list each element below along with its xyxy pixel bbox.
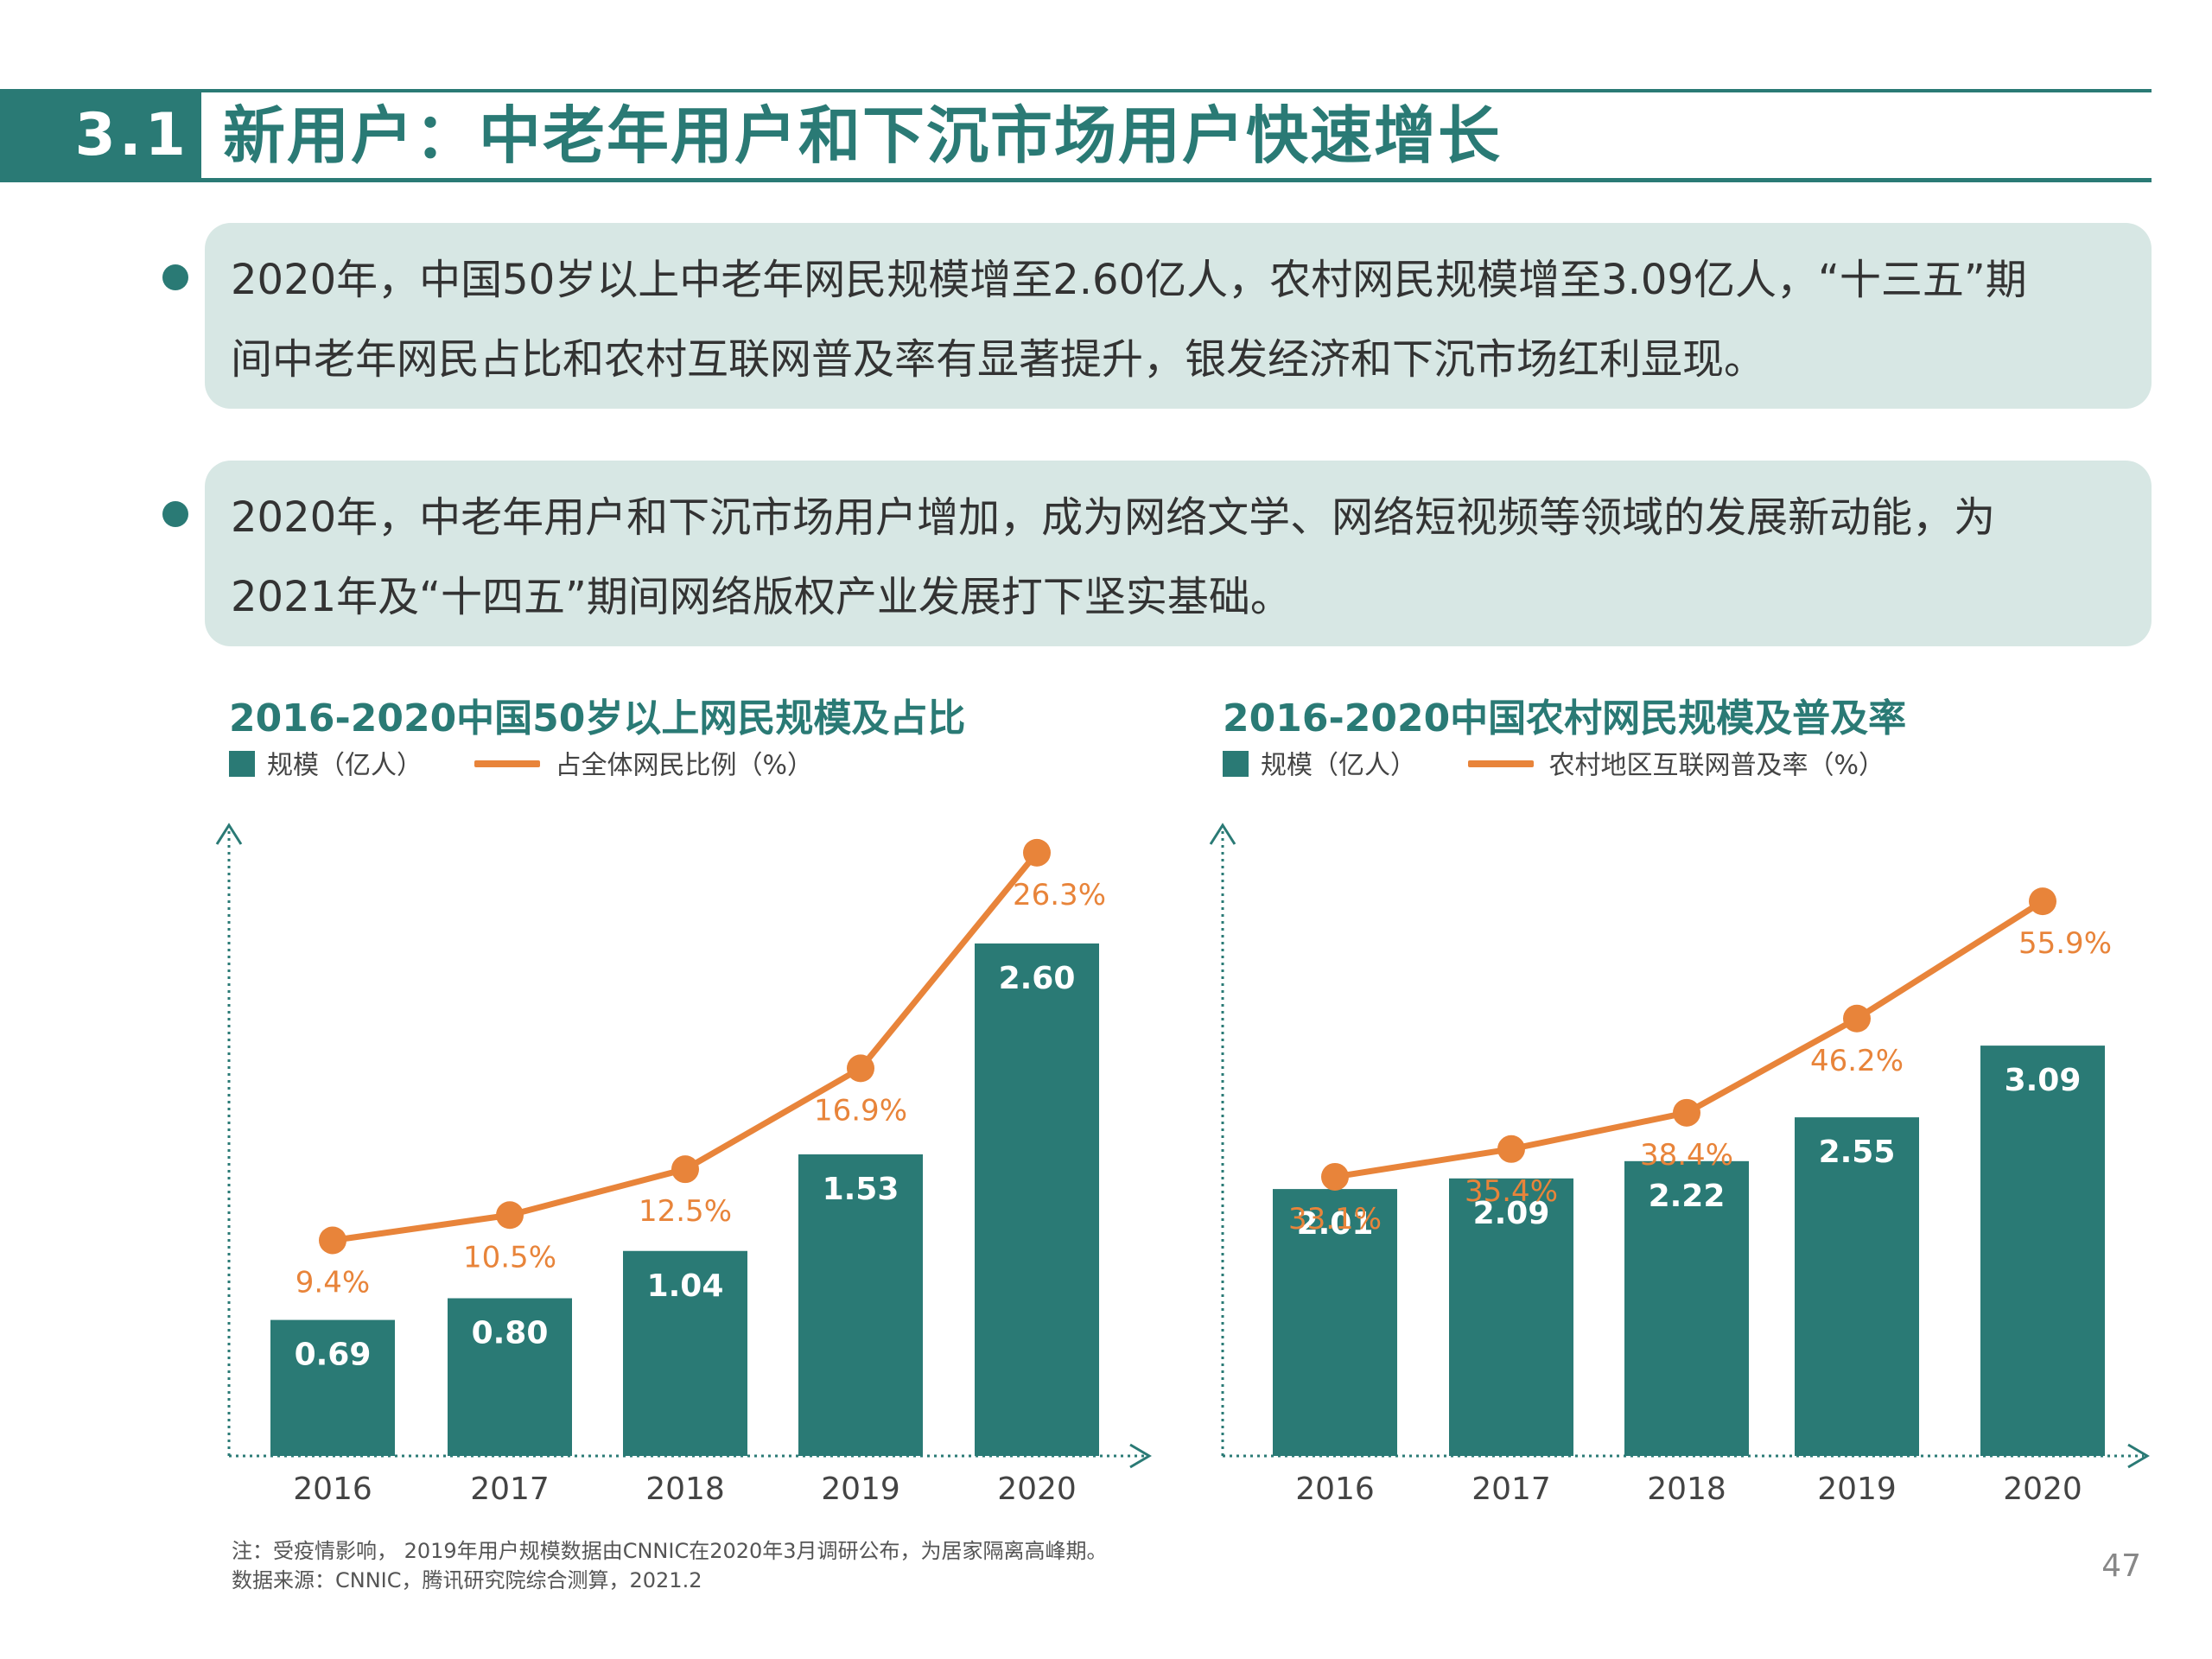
chart-2-y-axis-arrow: [1209, 823, 1236, 845]
chart-2-legend-bar-label: 规模（亿人）: [1261, 750, 1416, 781]
chart-1-point-2020: [1023, 838, 1051, 867]
chart-1-bar-2020: [975, 943, 1099, 1456]
chart-1-x-tick-2020: 2020: [997, 1471, 1077, 1507]
chart-2-x-tick-2019: 2019: [1817, 1471, 1897, 1507]
footnote: 注：受疫情影响， 2019年用户规模数据由CNNIC在2020年3月调研公布，为…: [232, 1536, 1108, 1595]
chart-1-x-tick-2019: 2019: [821, 1471, 900, 1507]
chart-1-x-tick-2017: 2017: [470, 1471, 550, 1507]
chart-1-point-label-2016: 9.4%: [296, 1265, 370, 1300]
section-number: 3.1: [0, 89, 201, 182]
bullet-1-line-1: 2020年，中国50岁以上中老年网民规模增至2.60亿人，农村网民规模增至3.0…: [231, 256, 2027, 304]
legend-bar-swatch: [229, 750, 255, 777]
bullet-box-2: 2020年，中老年用户和下沉市场用户增加，成为网络文学、网络短视频等领域的发展新…: [205, 461, 2152, 646]
chart-1-point-label-2020: 26.3%: [1013, 878, 1106, 912]
chart-1-bar-label-2019: 1.53: [823, 1172, 899, 1207]
chart-2-point-label-2017: 35.4%: [1465, 1174, 1558, 1209]
chart-1-y-axis-arrow: [215, 823, 243, 845]
bullet-dot-2: [162, 501, 188, 527]
chart-2-bar-label-2019: 2.55: [1819, 1135, 1896, 1170]
chart-2-bar-label-2018: 2.22: [1649, 1179, 1726, 1214]
chart-1-title: 2016-2020中国50岁以上网民规模及占比: [229, 696, 966, 741]
chart-2-point-2018: [1673, 1098, 1700, 1127]
page-title: 新用户：中老年用户和下沉市场用户快速增长: [223, 99, 1503, 172]
chart-2-point-label-2016: 33.1%: [1288, 1202, 1382, 1236]
chart-2-bar-2019: [1795, 1117, 1919, 1456]
chart-1-point-label-2019: 16.9%: [814, 1093, 907, 1128]
chart-1-legend-line-label: 占全体网民比例（%）: [555, 750, 814, 781]
chart-2-plot: 2.01 2016 2.09 2017 2.22 2018 2.55 2019 3.09 2020…: [1209, 823, 2150, 1507]
header-top-rule: [0, 89, 2152, 92]
bullet-dot-1: [162, 264, 188, 290]
chart-2-x-axis-arrow: [2127, 1443, 2150, 1469]
chart-1-legend-bar-label: 规模（亿人）: [267, 750, 423, 781]
bullet-2-line-1: 2020年，中老年用户和下沉市场用户增加，成为网络文学、网络短视频等领域的发展新…: [231, 493, 1996, 542]
legend-line-swatch: [474, 760, 540, 767]
bullet-box-1: 2020年，中国50岁以上中老年网民规模增至2.60亿人，农村网民规模增至3.0…: [205, 223, 2152, 409]
chart-1-x-tick-2018: 2018: [645, 1471, 725, 1507]
chart-1-x-axis-arrow: [1129, 1443, 1152, 1469]
chart-1-point-2018: [671, 1155, 699, 1184]
chart-2-line: [1334, 899, 2044, 1180]
chart-2-x-tick-2018: 2018: [1647, 1471, 1726, 1507]
legend-bar-swatch: [1223, 750, 1249, 777]
chart-1-bar-label-2016: 0.69: [295, 1338, 372, 1373]
chart-2-bar-label-2017: 2.09: [1473, 1196, 1550, 1231]
chart-1-bar-2016: [270, 1319, 395, 1456]
chart-2-point-label-2018: 38.4%: [1640, 1138, 1733, 1173]
bullet-2-line-2: 2021年及“十四五”期间网络版权产业发展打下坚实基础。: [231, 573, 1292, 621]
chart-2-legend-line-label: 农村地区互联网普及率（%）: [1548, 750, 1885, 781]
chart-2-bar-2016: [1273, 1189, 1397, 1456]
chart-1-x-tick-2016: 2016: [293, 1471, 372, 1507]
footnote-note: 注：受疫情影响， 2019年用户规模数据由CNNIC在2020年3月调研公布，为…: [232, 1539, 1108, 1563]
chart-1-point-2019: [847, 1054, 874, 1083]
legend-line-swatch: [1467, 760, 1534, 767]
bullet-1-line-2: 间中老年网民占比和农村互联网普及率有显著提升，银发经济和下沉市场红利显现。: [231, 335, 1766, 384]
chart-2-legend: 规模（亿人） 农村地区互联网普及率（%）: [1223, 748, 1885, 783]
chart-2-point-label-2020: 55.9%: [2018, 926, 2112, 961]
chart-1-point-label-2018: 12.5%: [639, 1194, 732, 1229]
chart-1-bar-label-2018: 1.04: [647, 1268, 724, 1304]
chart-1-point-2016: [319, 1226, 346, 1255]
footnote-source: 数据来源：CNNIC，腾讯研究院综合测算，2021.2: [232, 1568, 702, 1592]
chart-2-bar-2018: [1624, 1160, 1749, 1456]
chart-2-point-2016: [1321, 1162, 1349, 1191]
chart-2-point-2019: [1843, 1004, 1871, 1033]
chart-2-bar-label-2016: 2.01: [1297, 1206, 1374, 1242]
chart-2-bar-2020: [1980, 1046, 2105, 1456]
chart-1-point-2017: [496, 1201, 524, 1230]
chart-1-bar-2019: [798, 1154, 923, 1456]
page-number: 47: [2101, 1548, 2141, 1584]
chart-1-bar-2018: [623, 1250, 747, 1456]
chart-2-x-tick-2016: 2016: [1295, 1471, 1375, 1507]
chart-2-point-2017: [1497, 1135, 1525, 1163]
chart-1-bar-2017: [448, 1298, 572, 1456]
chart-1-legend: 规模（亿人） 占全体网民比例（%）: [229, 748, 813, 783]
chart-2-x-tick-2020: 2020: [2003, 1471, 2082, 1507]
header-bottom-rule: [0, 178, 2152, 182]
chart-2-x-tick-2017: 2017: [1471, 1471, 1551, 1507]
chart-1-plot: 0.69 2016 0.80 2017 1.04 2018 1.53 2019 2.60 2020…: [215, 823, 1152, 1507]
chart-1-bar-label-2020: 2.60: [999, 961, 1076, 996]
chart-2-bar-label-2020: 3.09: [2005, 1063, 2082, 1098]
chart-2-bar-2017: [1449, 1178, 1573, 1456]
chart-2-point-label-2019: 46.2%: [1810, 1044, 1904, 1078]
chart-2-title: 2016-2020中国农村网民规模及普及率: [1223, 696, 1907, 741]
chart-1-bar-label-2017: 0.80: [472, 1316, 549, 1351]
chart-2-point-2020: [2029, 887, 2056, 916]
chart-1-point-label-2017: 10.5%: [463, 1240, 556, 1274]
